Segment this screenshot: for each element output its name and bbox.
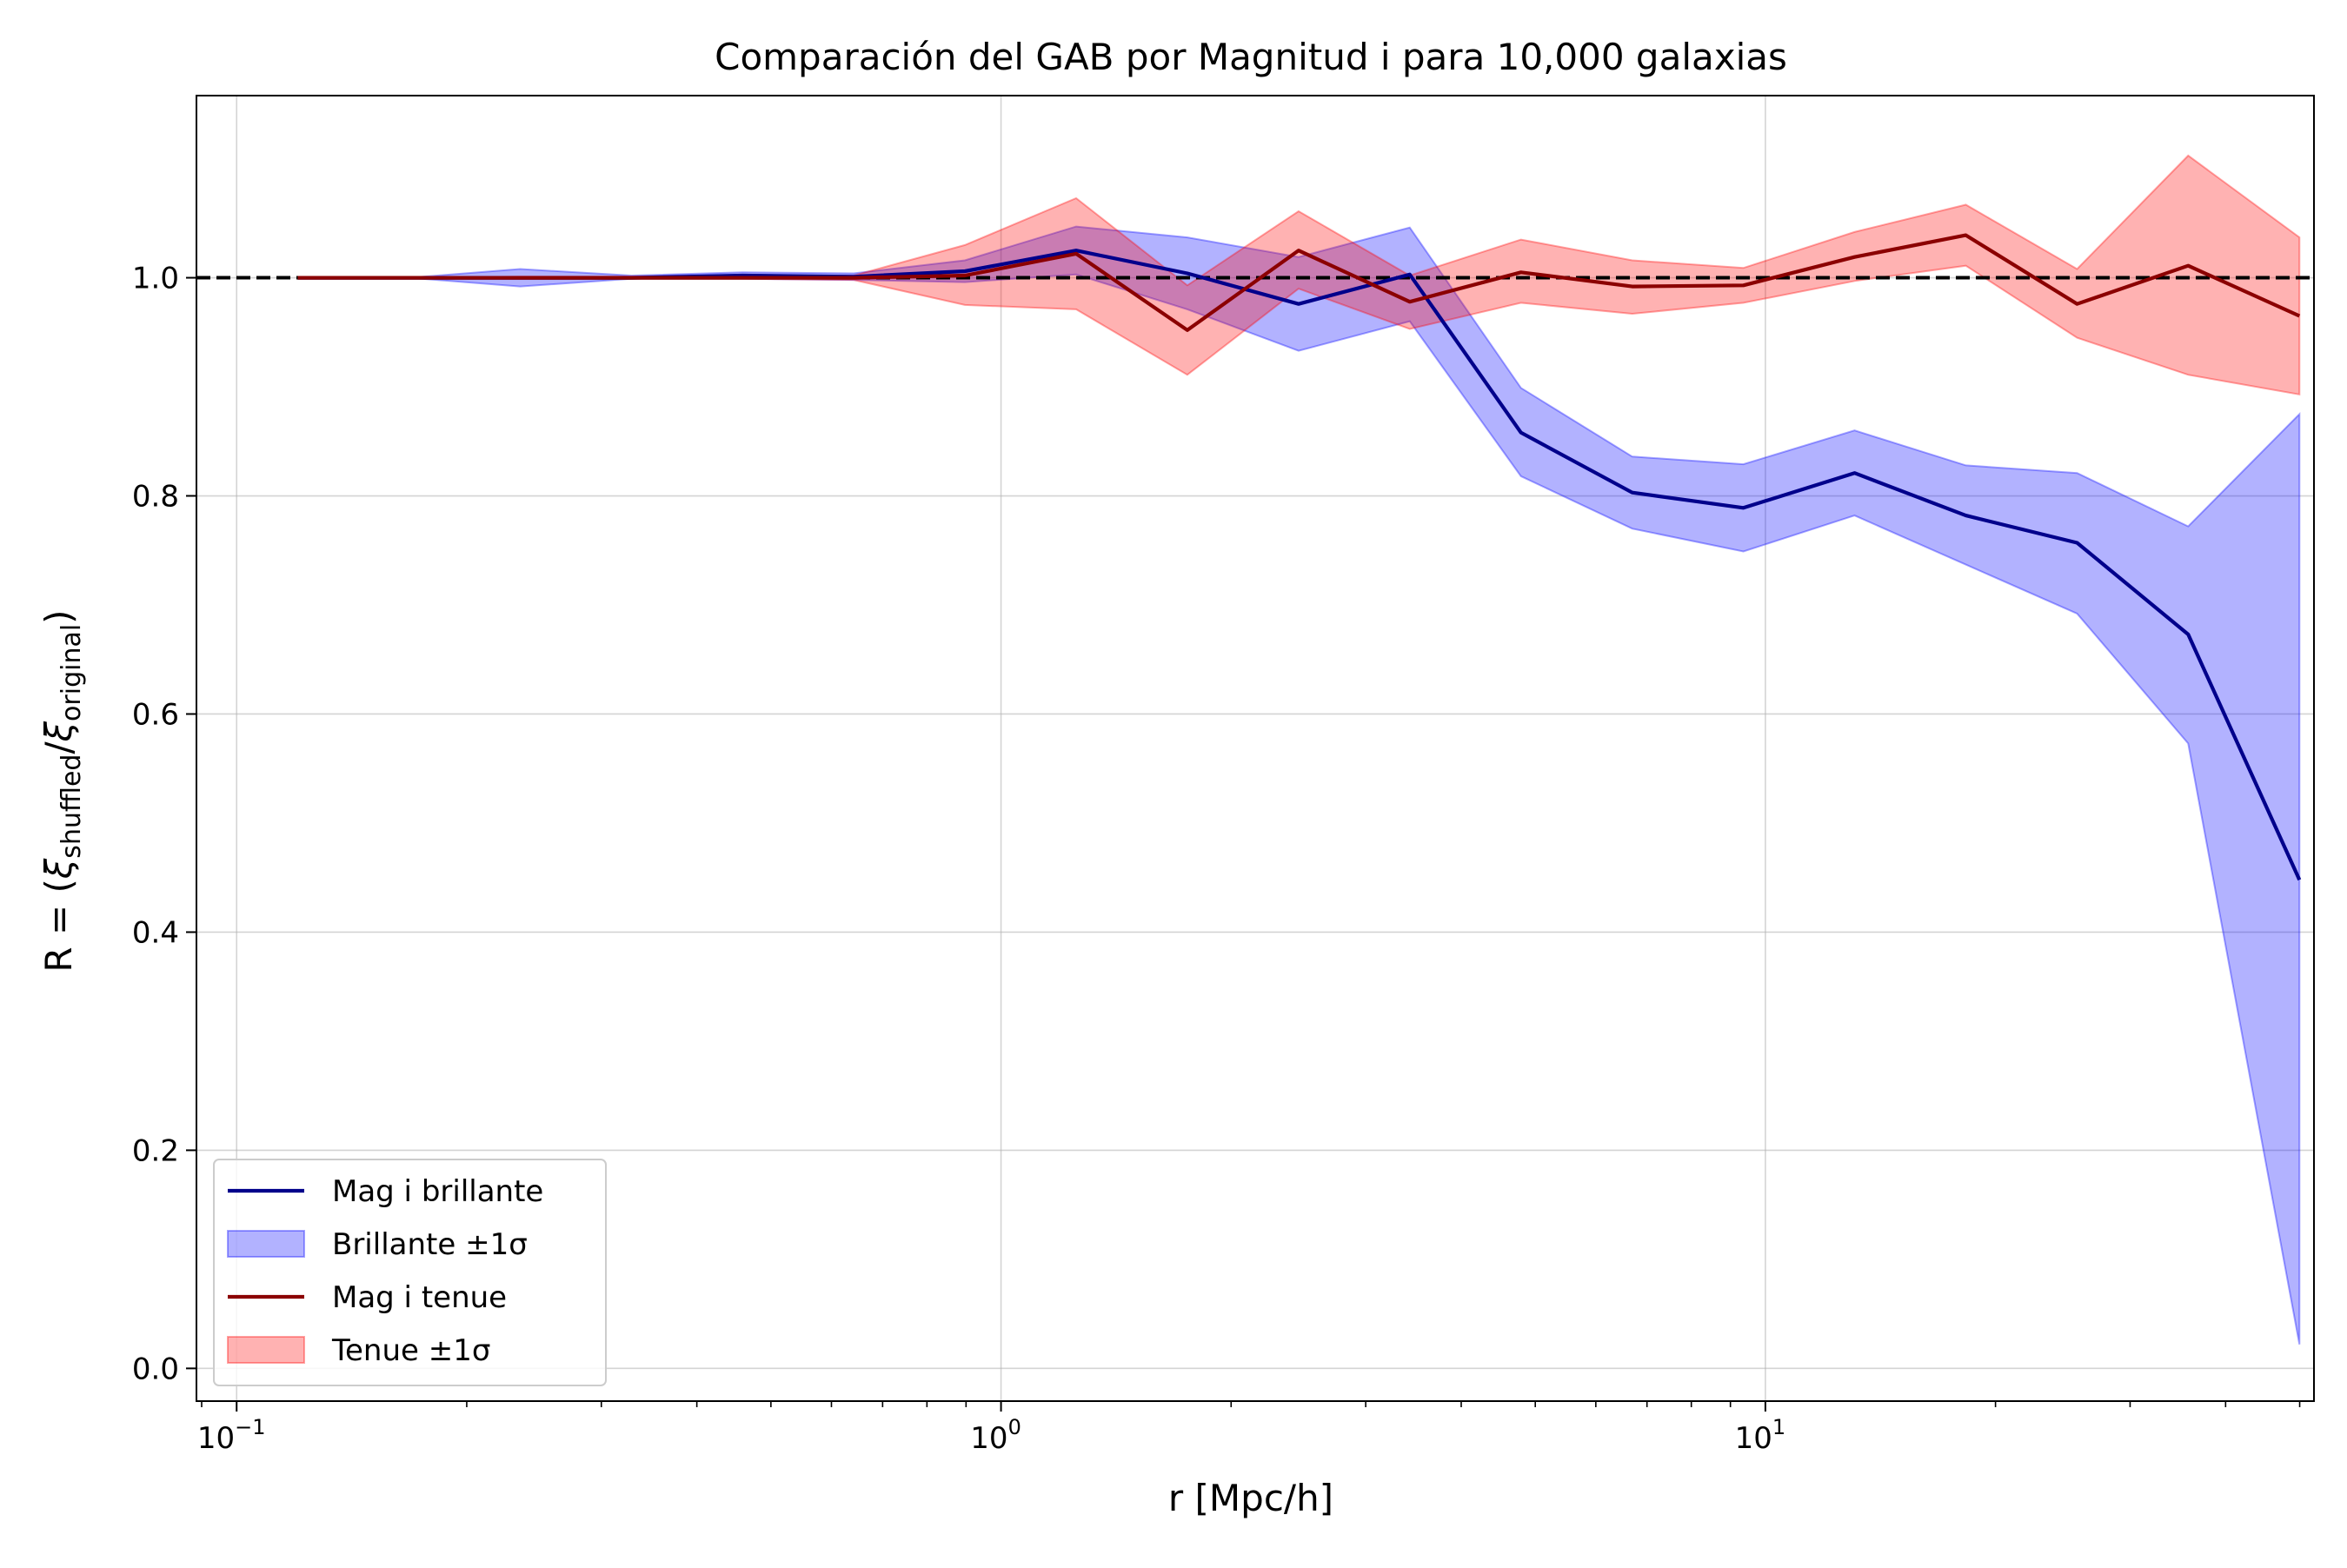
legend-swatch-fill — [227, 1336, 305, 1364]
x-tick-label: 101 — [1735, 1415, 1786, 1456]
y-tick-label: 0.2 — [132, 1133, 179, 1168]
legend-label: Mag i brillante — [332, 1174, 543, 1209]
y-tick-label: 0.0 — [132, 1352, 179, 1386]
y-axis-label-xi-den: ξ — [37, 721, 80, 742]
axis-ticks: 0.00.20.40.60.81.010−1 100 101 — [132, 262, 2301, 1456]
y-axis-label-slash: / — [37, 741, 80, 754]
legend-label: Brillante ±1σ — [332, 1227, 528, 1262]
x-tick-exponent: 1 — [1772, 1415, 1785, 1439]
y-axis-label-sub-den: original — [57, 624, 87, 721]
y-axis-label-tail: ) — [37, 609, 80, 623]
y-tick-label: 1.0 — [132, 262, 179, 296]
y-axis-label-xi: ξ — [37, 858, 80, 880]
legend: Mag i brillante Brillante ±1σ Mag i tenue T… — [213, 1159, 607, 1386]
y-tick-label: 0.8 — [132, 480, 179, 515]
y-axis-label-sub-num: shuffled — [57, 754, 87, 859]
x-axis-label: r [Mpc/h] — [1168, 1477, 1333, 1519]
x-tick-base: 10 — [970, 1421, 1007, 1456]
x-tick-exponent: 0 — [1008, 1415, 1021, 1439]
x-tick-base: 10 — [197, 1421, 235, 1456]
x-tick-exponent: −1 — [235, 1415, 265, 1439]
y-tick-label: 0.6 — [132, 697, 179, 732]
y-axis-label-lead: R = ( — [37, 879, 80, 972]
legend-box — [213, 1159, 607, 1386]
series-lines — [297, 233, 2302, 881]
y-axis-label: R = (ξshuffled/ξoriginal) — [37, 609, 87, 972]
legend-label: Tenue ±1σ — [331, 1333, 490, 1368]
y-tick-label: 0.4 — [132, 915, 179, 950]
series-line-mag-i-tenue — [297, 233, 2301, 332]
x-tick-base: 10 — [1735, 1421, 1772, 1456]
x-tick-label: 100 — [970, 1415, 1021, 1456]
x-tick-label: 10−1 — [197, 1415, 266, 1456]
legend-swatch-fill — [227, 1230, 305, 1258]
legend-label: Mag i tenue — [332, 1280, 507, 1315]
plot-frame — [196, 95, 2315, 1402]
chart-title: Comparación del GAB por Magnitud i para … — [715, 36, 1787, 78]
